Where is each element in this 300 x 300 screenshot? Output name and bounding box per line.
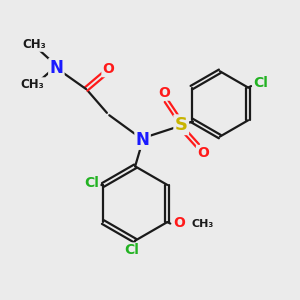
Text: N: N: [50, 59, 63, 77]
Text: CH₃: CH₃: [22, 38, 46, 51]
Text: Cl: Cl: [253, 76, 268, 90]
Text: Cl: Cl: [125, 244, 140, 257]
Text: CH₃: CH₃: [191, 219, 213, 229]
Text: Cl: Cl: [85, 176, 99, 190]
Text: O: O: [103, 62, 114, 76]
Text: O: O: [197, 146, 209, 160]
Text: O: O: [173, 216, 185, 230]
Text: N: N: [136, 130, 149, 148]
Text: CH₃: CH₃: [21, 78, 44, 91]
Text: S: S: [175, 116, 188, 134]
Text: O: O: [158, 85, 170, 100]
